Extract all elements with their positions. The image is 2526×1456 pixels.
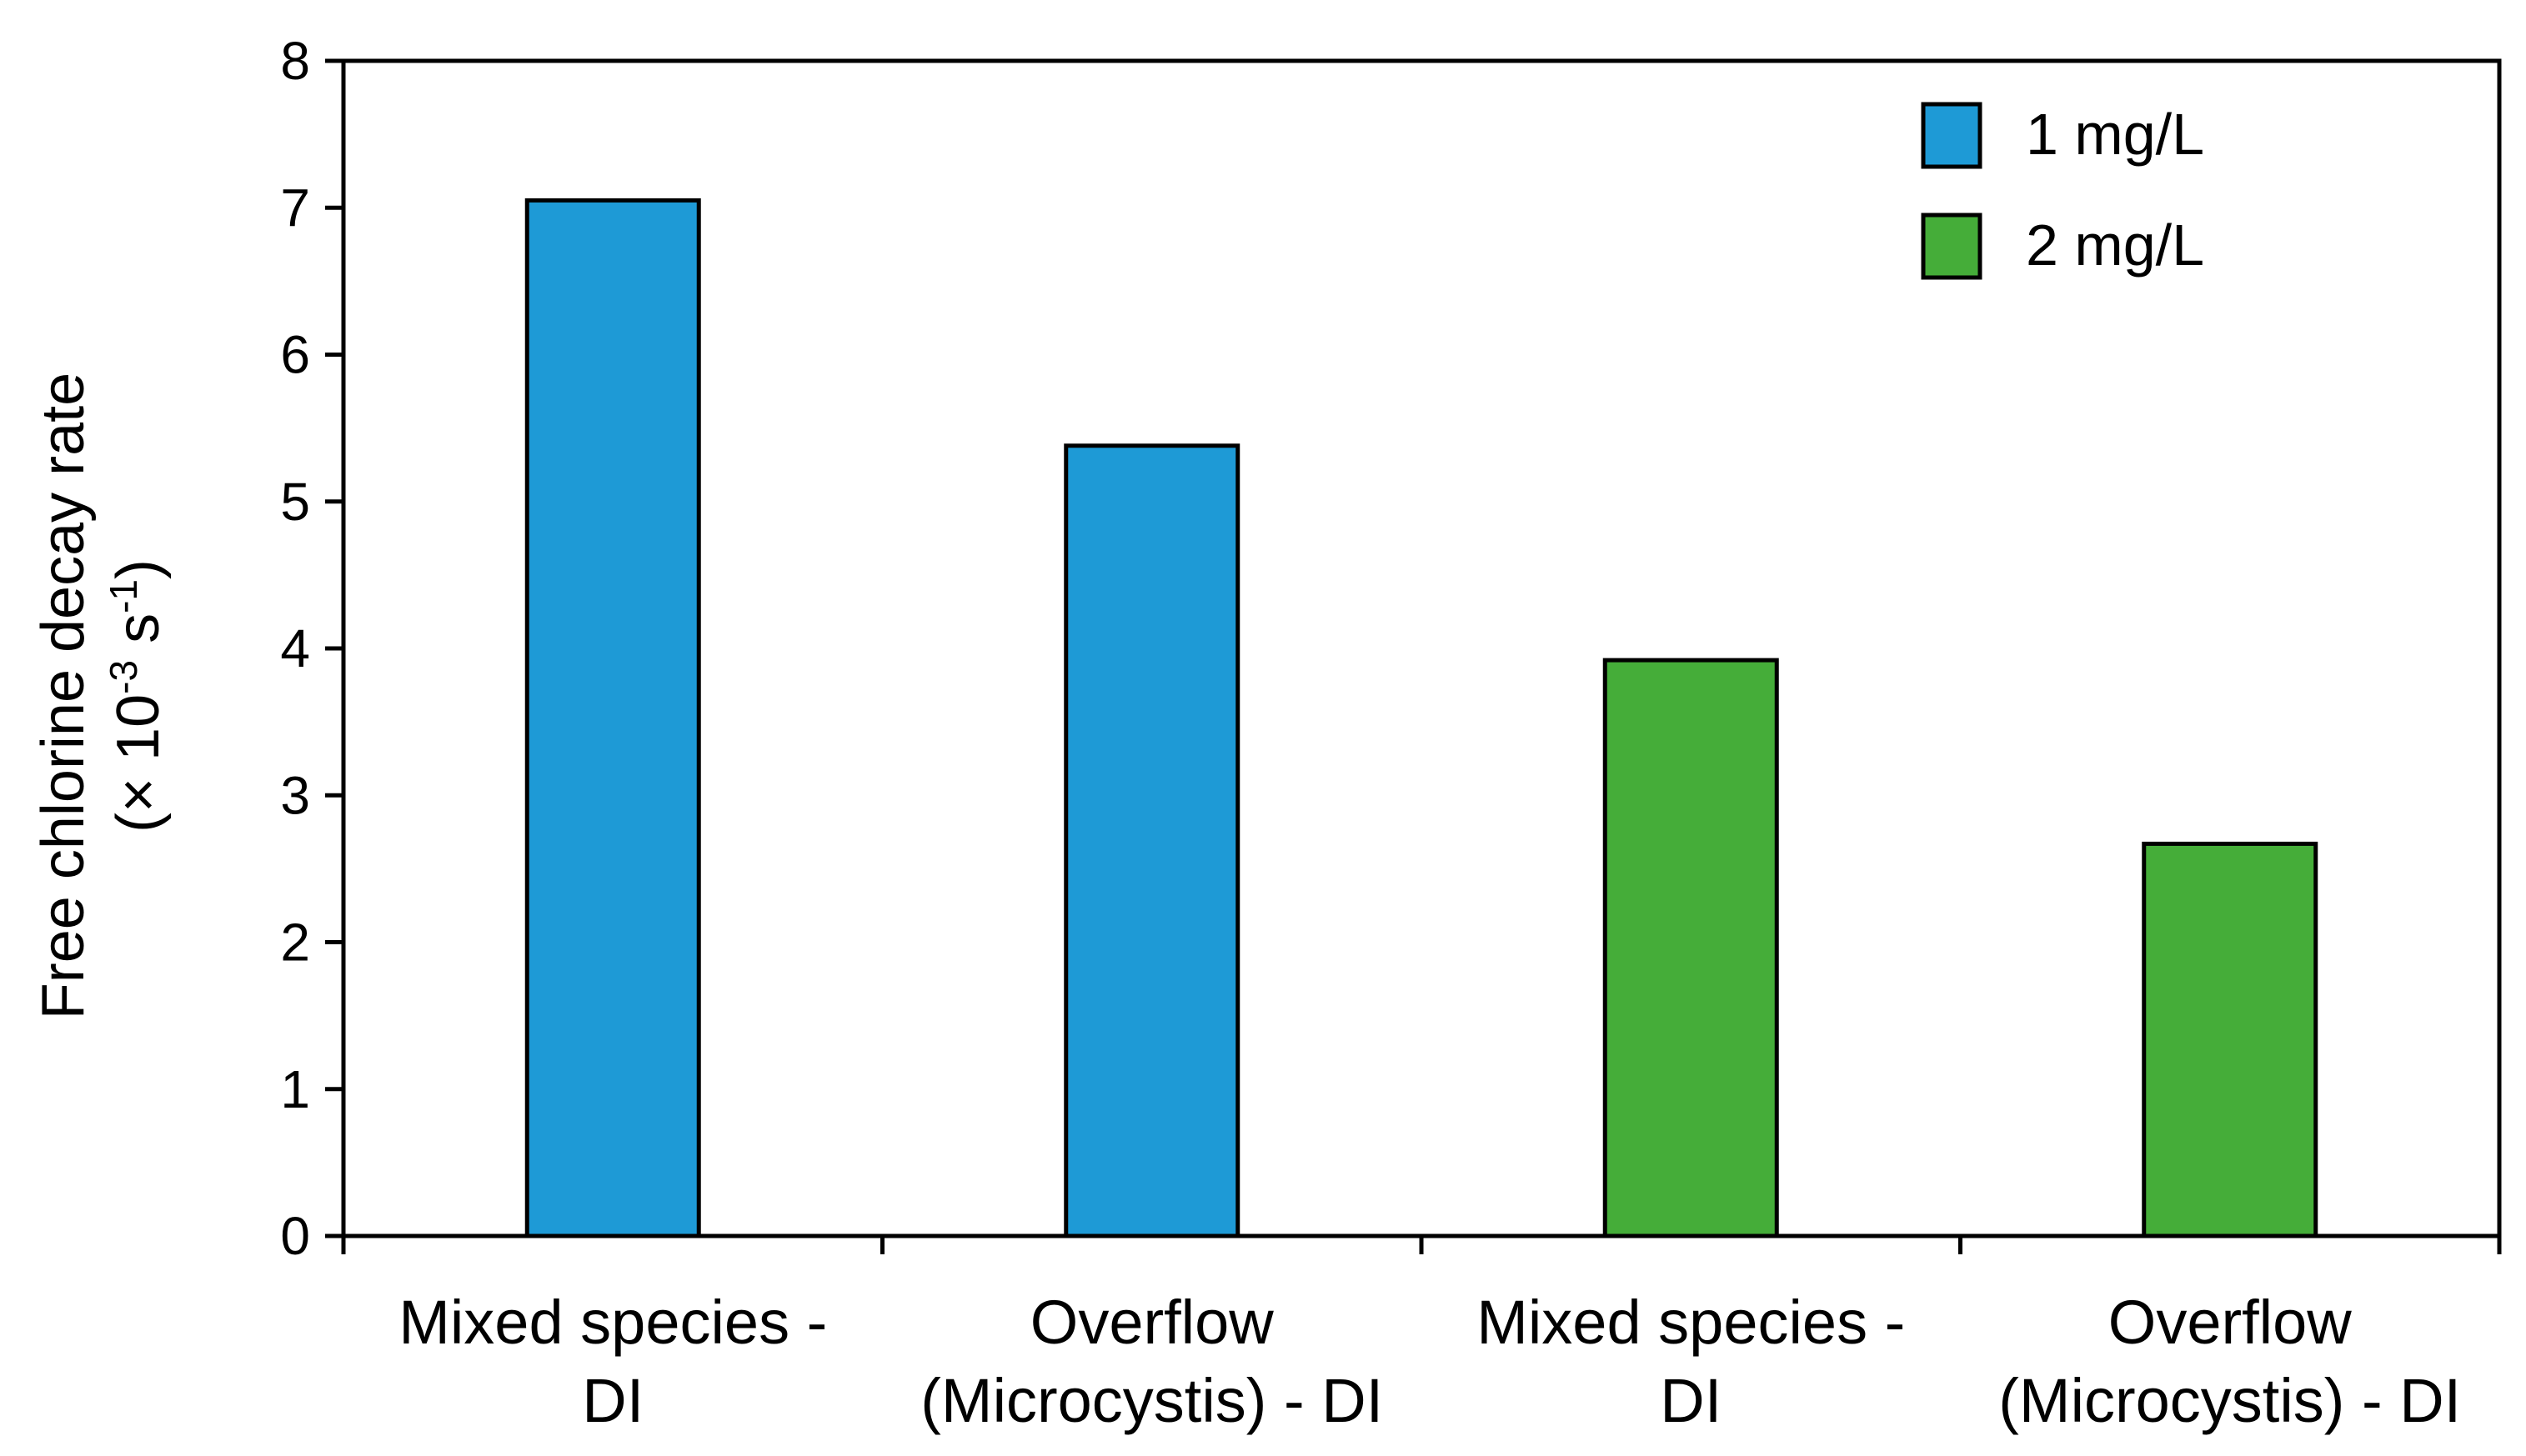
- category-labels: Mixed species - DI Overflow (Microcystis) -…: [398, 1288, 2461, 1435]
- category-label-line2: (Microcystis) - DI: [920, 1366, 1383, 1435]
- y-tick-label: 8: [280, 31, 310, 91]
- category-label-line2: DI: [1660, 1366, 1722, 1435]
- legend-swatch: [1921, 213, 1982, 280]
- category-label-line2: (Microcystis) - DI: [1998, 1366, 2461, 1435]
- category-label-line1: Mixed species -: [398, 1288, 827, 1357]
- category-label-line1: Overflow: [1030, 1288, 1275, 1357]
- y-tick-label: 6: [280, 325, 310, 385]
- y-tick-label: 2: [280, 913, 310, 973]
- x-axis: [341, 1236, 2502, 1254]
- legend-label: 1 mg/L: [2026, 102, 2204, 167]
- category-label-line1: Overflow: [2108, 1288, 2353, 1357]
- y-tick-label: 5: [280, 472, 310, 532]
- bar-4: [2142, 841, 2318, 1238]
- legend-swatch: [1921, 102, 1982, 169]
- bar-3: [1602, 658, 1779, 1238]
- bar-2: [1064, 443, 1240, 1238]
- legend-label: 2 mg/L: [2026, 213, 2204, 278]
- legend: 1 mg/L 2 mg/L: [1921, 102, 2204, 280]
- bars-group: [524, 198, 2318, 1238]
- y-tick-label: 3: [280, 765, 310, 825]
- y-tick-label: 4: [280, 618, 310, 678]
- y-axis-title-line2: (× 10-3 s-1): [102, 559, 172, 833]
- bar-1: [524, 198, 701, 1238]
- category-label-line1: Mixed species -: [1476, 1288, 1905, 1357]
- y-axis: 0 1 2 3 4 5 6 7 8: [280, 31, 343, 1266]
- y-tick-label: 1: [280, 1059, 310, 1119]
- y-axis-title-line1: Free chlorine decay rate: [30, 373, 97, 1019]
- y-tick-label: 0: [280, 1206, 310, 1266]
- category-label-line2: DI: [582, 1366, 644, 1435]
- y-tick-label: 7: [280, 178, 310, 238]
